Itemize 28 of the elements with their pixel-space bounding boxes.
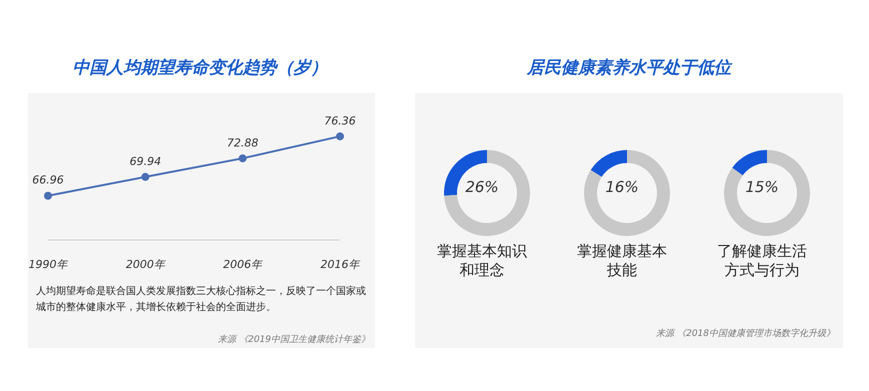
data-label: 76.36 (324, 114, 356, 128)
point (238, 154, 247, 162)
text: 人均期望寿命是联合国人类发展指数三大核心指标之一，反映了一个国家或城市的整体健康水平，其增长依赖于社会的全面进步。 (36, 284, 367, 315)
x-tick-label: 2006年 (223, 258, 264, 271)
donut-slice (732, 150, 767, 176)
data-label: 72.88 (226, 136, 258, 150)
donut-slice (590, 150, 627, 177)
text: 掌握基本知识和理念 (436, 242, 528, 280)
x-tick-label: 1990年 (28, 258, 68, 271)
x-tick-label: 2000年 (126, 258, 166, 271)
data-label: 66.96 (32, 174, 64, 187)
data-label: 69.94 (130, 154, 162, 168)
point (44, 192, 52, 200)
point (336, 132, 344, 140)
donut-slice (724, 150, 810, 236)
chart-title: 中国人均期望寿命变化趋势（岁） (72, 57, 328, 79)
text: 了解健康生活方式与行为 (716, 242, 808, 280)
donut-slice (444, 150, 530, 236)
point (141, 172, 150, 181)
donut-slice (584, 150, 670, 236)
source-note: 来源 《2018中国健康管理市场数字化升级》 (656, 328, 835, 340)
data-label: 16% (604, 178, 640, 196)
x-tick-label: 2016年 (320, 258, 360, 271)
data-label: 26% (464, 178, 500, 196)
source-note: 来源 《2019中国卫生健康统计年鉴》 (218, 334, 370, 346)
chart-title: 居民健康素养水平处于低位 (526, 57, 734, 79)
data-label: 15% (744, 178, 780, 196)
text: 掌握健康基本技能 (576, 242, 668, 280)
